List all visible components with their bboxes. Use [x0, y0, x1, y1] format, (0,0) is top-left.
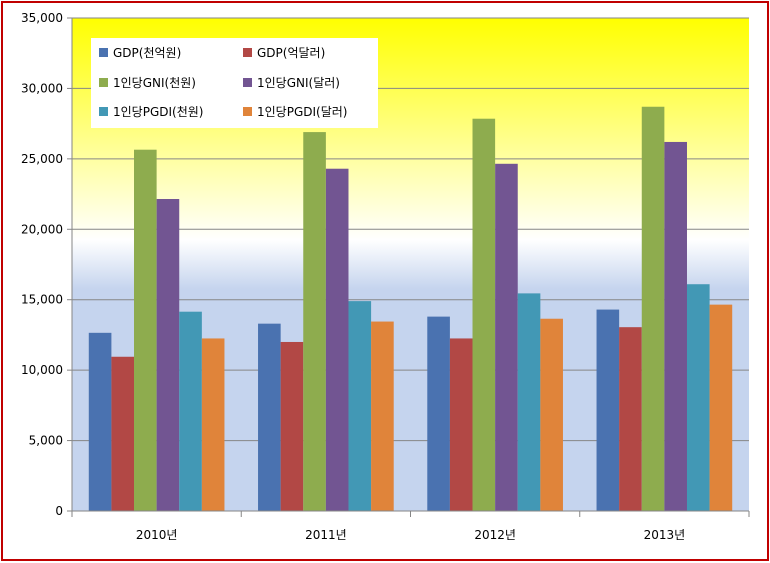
bar — [517, 293, 541, 511]
y-tick-labels: 0 5,000 10,000 15,000 20,000 25,000 30,000 35,0… — [21, 11, 63, 518]
y-tick-label: 25,000 — [21, 152, 63, 166]
bar — [449, 338, 473, 511]
bar — [427, 316, 450, 511]
legend-label: GDP(억달러) — [257, 46, 325, 60]
y-tick-label: 5,000 — [29, 434, 63, 448]
bar — [258, 323, 281, 511]
legend: GDP(천억원) GDP(억달러) 1인당GNI(천원) 1인당GNI(달러) 1인당P… — [91, 38, 378, 128]
legend-swatch — [99, 107, 108, 116]
bar — [201, 338, 225, 511]
axes — [71, 18, 750, 517]
bar — [325, 168, 349, 511]
legend-swatch — [99, 48, 108, 57]
bar — [709, 304, 733, 511]
bar — [88, 332, 112, 511]
y-tick-label: 10,000 — [21, 363, 63, 377]
legend-label: 1인당PGDI(달러) — [257, 105, 347, 119]
bar — [348, 301, 372, 511]
legend-label: 1인당PGDI(천원) — [113, 104, 203, 119]
bar — [179, 311, 202, 511]
bar — [664, 141, 687, 511]
legend-label: 1인당GNI(천원) — [113, 75, 196, 90]
legend-swatch — [243, 48, 252, 57]
bar — [540, 318, 563, 511]
bar — [495, 163, 518, 512]
bar-chart: 0 5,000 10,000 15,000 20,000 25,000 30,000 35,0… — [21, 11, 750, 542]
y-tick-label: 15,000 — [21, 293, 63, 307]
legend-swatch — [99, 78, 108, 87]
bar — [156, 199, 180, 511]
y-tick-label: 30,000 — [21, 81, 63, 95]
legend-swatch — [243, 107, 252, 116]
bar — [371, 321, 394, 511]
bar — [596, 309, 620, 511]
bar — [619, 327, 642, 511]
bar — [280, 341, 304, 511]
legend-swatch — [243, 78, 252, 87]
bar — [111, 356, 135, 511]
x-tick-label: 2010년 — [136, 528, 178, 542]
y-tick-label: 0 — [55, 504, 63, 518]
bar — [303, 132, 326, 511]
legend-box — [91, 38, 378, 128]
y-tick-label: 35,000 — [21, 11, 63, 25]
x-tick-label: 2013년 — [644, 528, 686, 542]
bar — [686, 284, 710, 511]
y-tick-label: 20,000 — [21, 222, 63, 236]
x-tick-label: 2012년 — [474, 528, 516, 542]
x-tick-label: 2011년 — [305, 528, 347, 542]
bar-group — [88, 106, 733, 512]
legend-label: 1인당GNI(달러) — [257, 76, 340, 90]
legend-label: GDP(천억원) — [113, 45, 181, 60]
bar — [134, 149, 157, 511]
bar — [641, 106, 665, 512]
bar — [472, 118, 496, 512]
x-tick-labels: 2010년 2011년 2012년 2013년 — [136, 528, 685, 542]
